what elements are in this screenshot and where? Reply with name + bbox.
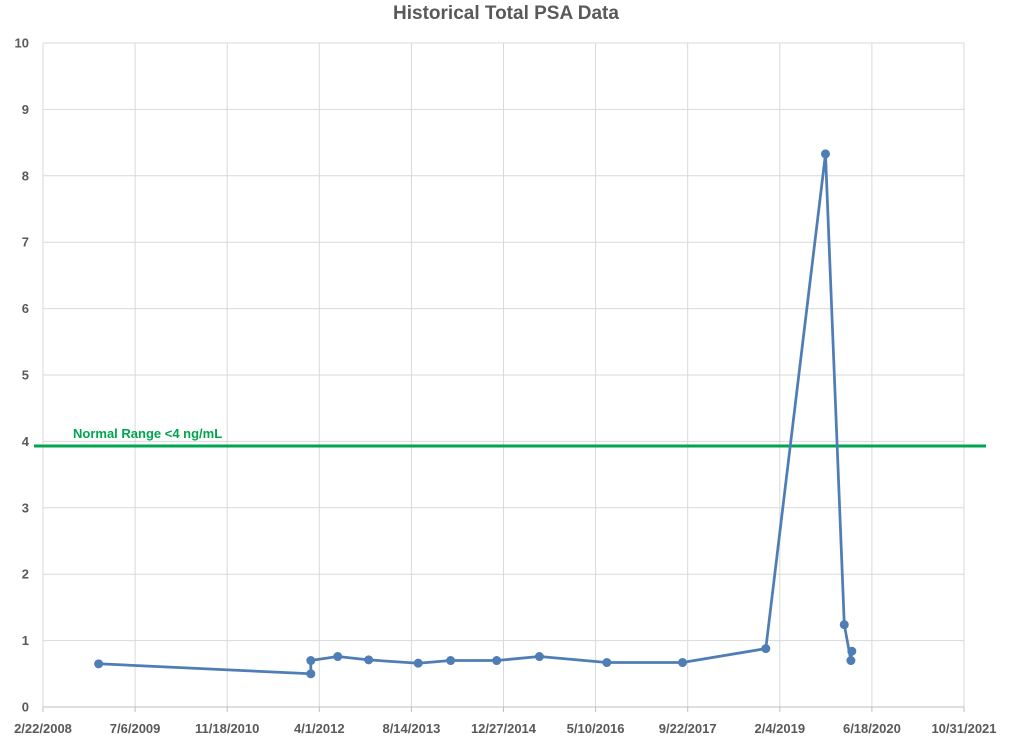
- data-point: [839, 620, 849, 630]
- normal-range-reference: Normal Range <4 ng/mL: [34, 426, 986, 448]
- x-tick-label: 10/31/2021: [931, 721, 996, 736]
- data-point: [492, 656, 502, 666]
- data-point: [820, 149, 830, 159]
- x-tick-label: 7/6/2009: [110, 721, 161, 736]
- x-axis-tick-labels: 2/22/2008 7/6/2009 11/18/2010 4/1/2012 8/14/…: [14, 721, 996, 736]
- data-point: [678, 658, 688, 668]
- data-point: [846, 656, 856, 666]
- data-point: [446, 656, 456, 666]
- y-tick-label: 7: [22, 235, 29, 250]
- x-tick-label: 4/1/2012: [294, 721, 345, 736]
- series-line: [98, 152, 854, 676]
- normal-range-label: Normal Range <4 ng/mL: [73, 426, 222, 441]
- data-point: [534, 652, 544, 662]
- data-point: [94, 659, 104, 669]
- y-axis-tick-labels: 0 1 2 3 4 5 6 7 8 9 10: [15, 36, 30, 715]
- x-tick-label: 8/14/2013: [382, 721, 440, 736]
- gridlines: [42, 42, 965, 712]
- data-point: [306, 669, 316, 679]
- y-tick-label: 5: [22, 368, 29, 383]
- y-tick-label: 6: [22, 301, 29, 316]
- y-tick-label: 10: [15, 36, 29, 51]
- x-tick-label: 5/10/2016: [567, 721, 625, 736]
- y-tick-label: 2: [22, 567, 29, 582]
- y-tick-label: 3: [22, 500, 29, 515]
- x-tick-label: 2/22/2008: [14, 721, 72, 736]
- psa-series: [94, 149, 857, 679]
- data-point: [847, 646, 857, 656]
- data-point: [333, 652, 343, 662]
- y-tick-label: 9: [22, 102, 29, 117]
- chart-title: Historical Total PSA Data: [393, 3, 619, 24]
- x-tick-label: 6/18/2020: [843, 721, 901, 736]
- x-tick-label: 12/27/2014: [471, 721, 537, 736]
- data-point: [364, 655, 374, 665]
- y-tick-label: 4: [22, 434, 30, 449]
- y-tick-label: 1: [22, 633, 29, 648]
- x-tick-label: 2/4/2019: [754, 721, 805, 736]
- x-tick-label: 11/18/2010: [195, 721, 259, 736]
- x-tick-label: 9/22/2017: [659, 721, 717, 736]
- y-tick-label: 0: [22, 700, 29, 715]
- y-tick-label: 8: [22, 168, 29, 183]
- data-point: [761, 644, 771, 654]
- data-point: [306, 656, 316, 666]
- data-point: [602, 658, 612, 668]
- data-point: [413, 658, 423, 668]
